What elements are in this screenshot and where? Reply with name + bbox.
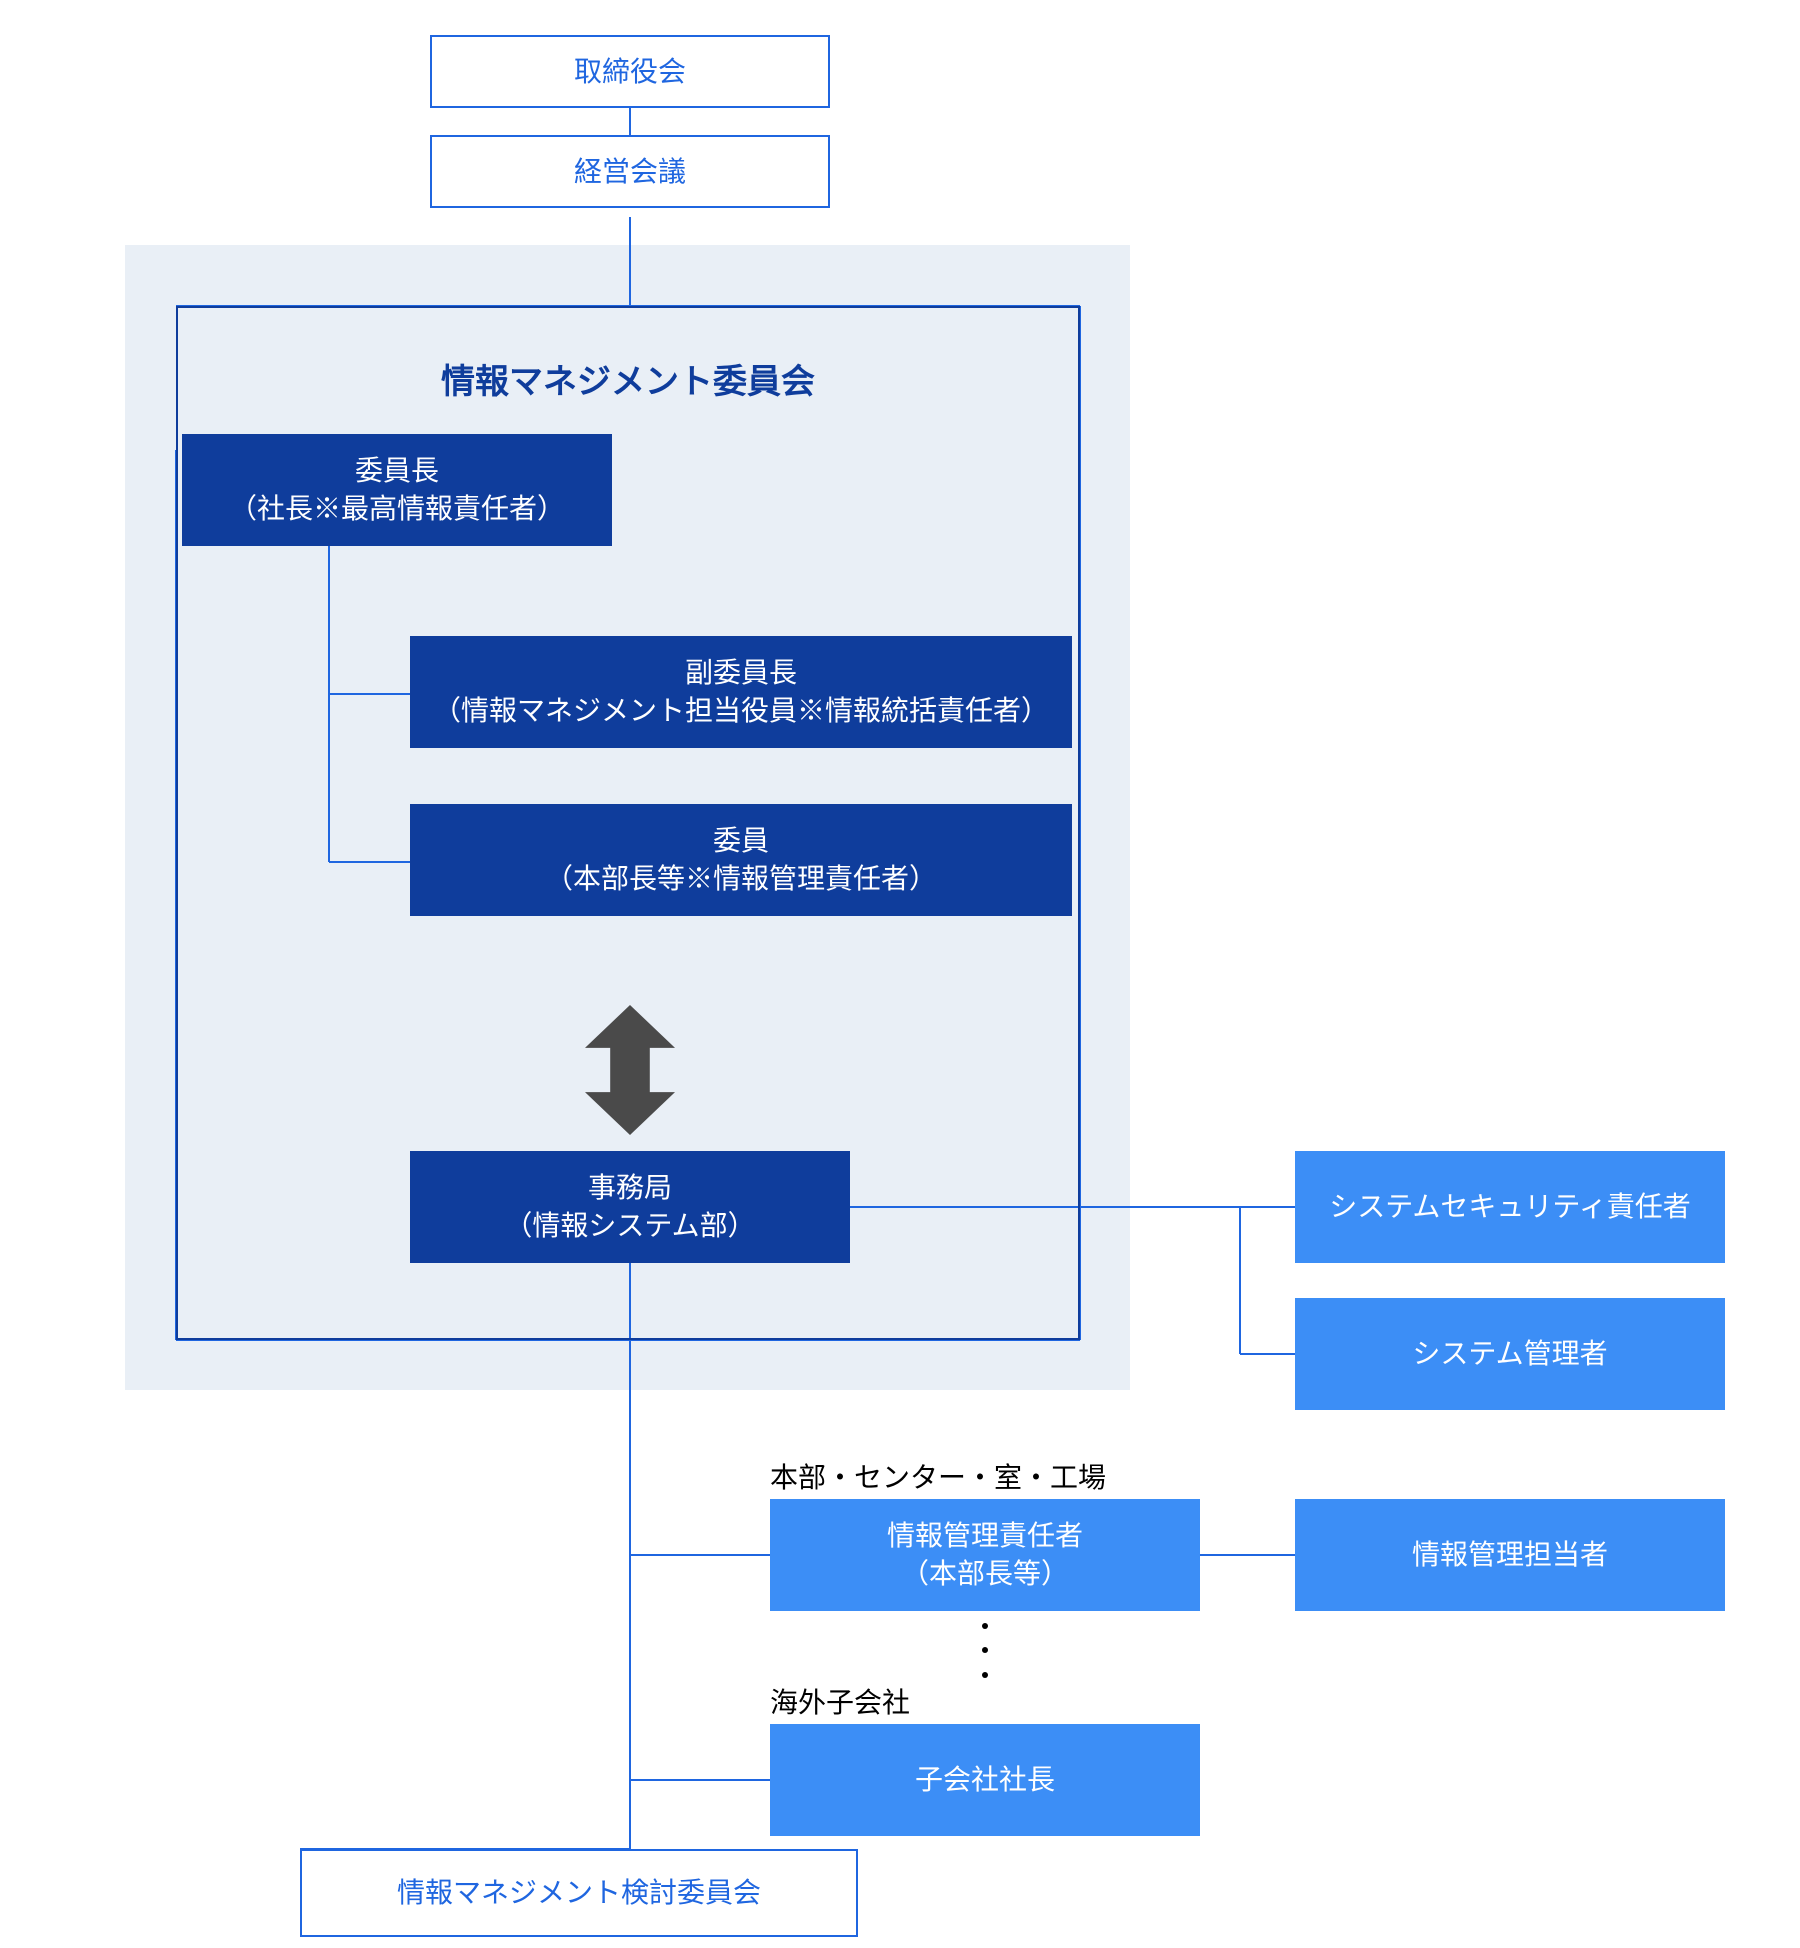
vertical-ellipsis-icon [982, 1623, 988, 1678]
connector-ext-to-sys-admin-h [1240, 1353, 1295, 1355]
node-info-mgr-line2: （本部長等） [901, 1555, 1069, 1593]
node-secretariat-line1: 事務局 [588, 1169, 672, 1207]
node-mgmt: 経営会議 [430, 135, 830, 208]
node-vice-chair: 副委員長（情報マネジメント担当役員※情報統括責任者） [410, 636, 1072, 748]
node-secretariat: 事務局（情報システム部） [410, 1151, 850, 1263]
node-sub-president: 子会社社長 [770, 1724, 1200, 1836]
connector-info-mgr-to-rep-h [1200, 1554, 1295, 1556]
node-sub-president-line1: 子会社社長 [915, 1761, 1055, 1799]
node-member-line2: （本部長等※情報管理責任者） [545, 860, 937, 898]
node-info-rep-line1: 情報管理担当者 [1412, 1536, 1608, 1574]
connector-top-v [629, 217, 631, 306]
node-info-mgr: 情報管理責任者（本部長等） [770, 1499, 1200, 1611]
node-sec-responsible: システムセキュリティ責任者 [1295, 1151, 1725, 1263]
double-arrow-icon [585, 1005, 675, 1135]
node-member: 委員（本部長等※情報管理責任者） [410, 804, 1072, 916]
node-board-line1: 取締役会 [574, 53, 686, 91]
connector-ext-to-sec-mgr-h [1240, 1206, 1295, 1208]
org-chart-canvas: 情報マネジメント委員会取締役会経営会議委員長（社長※最高情報責任者）副委員長（情… [0, 0, 1800, 1948]
label-hq-label: 本部・センター・室・工場 [770, 1456, 1106, 1496]
node-board: 取締役会 [430, 35, 830, 108]
node-chairman-line1: 委員長 [355, 452, 439, 490]
connector-ext-stem-v [1239, 1207, 1241, 1354]
label-overseas-label: 海外子会社 [770, 1681, 910, 1721]
connector-stem-to-sub-pres-h [630, 1779, 770, 1781]
node-vice-chair-line1: 副委員長 [685, 654, 797, 692]
node-sys-admin-line1: システム管理者 [1412, 1335, 1607, 1373]
node-member-line1: 委員 [713, 822, 769, 860]
node-chairman-line2: （社長※最高情報責任者） [229, 490, 565, 528]
node-chairman: 委員長（社長※最高情報責任者） [182, 434, 612, 546]
node-sys-admin: システム管理者 [1295, 1298, 1725, 1410]
node-mgmt-line1: 経営会議 [574, 153, 686, 191]
node-info-rep: 情報管理担当者 [1295, 1499, 1725, 1611]
node-info-mgr-line1: 情報管理責任者 [887, 1517, 1083, 1555]
node-secretariat-line2: （情報システム部） [504, 1207, 755, 1245]
node-review-committee: 情報マネジメント検討委員会 [300, 1849, 858, 1937]
node-sec-responsible-line1: システムセキュリティ責任者 [1329, 1188, 1690, 1226]
node-vice-chair-line2: （情報マネジメント担当役員※情報統括責任者） [433, 692, 1049, 730]
node-review-committee-line1: 情報マネジメント検討委員会 [397, 1874, 761, 1912]
committee-title: 情報マネジメント委員会 [176, 354, 1080, 403]
connector-board-to-mgmt [629, 108, 631, 135]
connector-stem-to-info-mgr-h [630, 1554, 770, 1556]
